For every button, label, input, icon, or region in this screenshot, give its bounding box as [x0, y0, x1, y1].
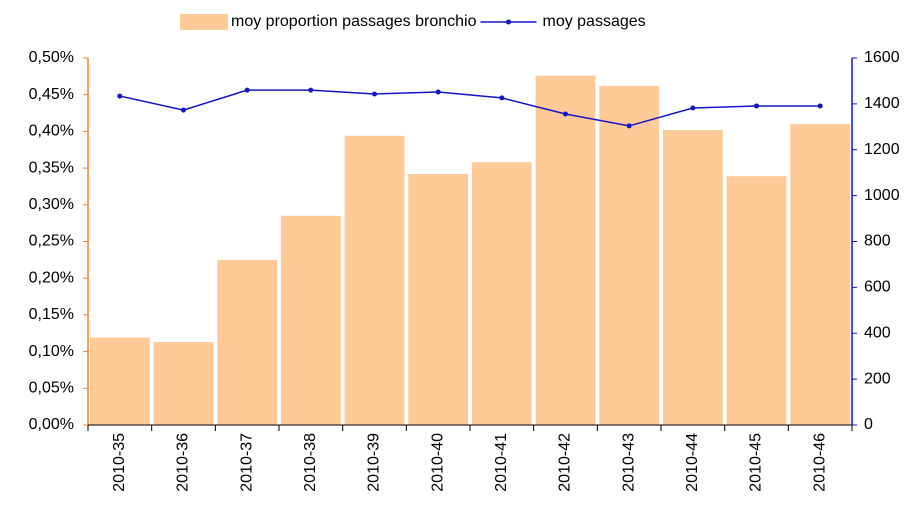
x-tick-label: 2010-41 [493, 433, 510, 492]
legend-swatch [180, 14, 228, 30]
legend-swatch [505, 19, 511, 25]
y2-tick-label: 800 [864, 233, 891, 250]
point [626, 123, 632, 129]
point [435, 89, 441, 95]
x-tick-label: 2010-37 [238, 433, 255, 492]
line [119, 89, 821, 127]
y-tick-label: 0,40% [29, 123, 74, 140]
bar [408, 173, 469, 425]
y2-tick-label: 1600 [864, 49, 900, 66]
y2-tick-label: 400 [864, 324, 891, 341]
bar [599, 85, 660, 425]
y2-tick-label: 0 [864, 416, 873, 433]
bar [89, 337, 150, 425]
point [244, 87, 250, 93]
point [181, 107, 186, 113]
bar [217, 259, 278, 425]
bar [471, 162, 532, 425]
y-tick-label: 0,25% [29, 233, 74, 250]
y2-tick-label: 1000 [864, 187, 900, 204]
y-tick-label: 0,00% [29, 416, 74, 433]
y-tick-label: 0,35% [29, 159, 74, 176]
y2-tick-label: 1200 [864, 141, 900, 158]
point [308, 87, 314, 93]
y-tick-label: 0,30% [29, 196, 74, 213]
x-tick-label: 2010-46 [811, 433, 828, 492]
x-tick-label: 2010-45 [748, 433, 765, 492]
y-tick-label: 0,20% [29, 269, 74, 286]
point [563, 111, 568, 117]
bar [726, 176, 787, 425]
x-tick-label: 2010-43 [620, 433, 637, 492]
bar [153, 342, 214, 425]
x-tick-label: 2010-40 [429, 433, 446, 492]
bar [535, 75, 596, 425]
point [372, 91, 377, 97]
y-tick-label: 0,05% [29, 380, 74, 397]
bar [280, 215, 341, 425]
x-tick-label: 2010-35 [111, 433, 128, 492]
x-tick-label: 2010-38 [302, 433, 319, 492]
y2-tick-label: 600 [864, 279, 891, 296]
y-tick-label: 0,45% [29, 86, 74, 103]
y-tick-label: 0,50% [29, 49, 74, 66]
point [117, 93, 123, 99]
x-tick-label: 2010-42 [557, 433, 574, 492]
y-tick-label: 0,10% [29, 343, 74, 360]
point [817, 103, 823, 109]
x-tick-label: 2010-39 [366, 433, 383, 492]
y2-tick-label: 200 [864, 370, 891, 387]
x-tick-label: 2010-44 [684, 433, 701, 492]
y2-tick-label: 1400 [864, 95, 900, 112]
bar [662, 129, 723, 425]
point [690, 105, 696, 111]
point [499, 95, 505, 101]
legend-label: moy proportion passages bronchio [231, 13, 477, 30]
point [754, 103, 759, 109]
y-tick-label: 0,15% [29, 306, 74, 323]
bar [344, 135, 405, 425]
bar [790, 124, 851, 425]
x-tick-label: 2010-36 [175, 433, 192, 492]
legend-label: moy passages [542, 13, 645, 30]
